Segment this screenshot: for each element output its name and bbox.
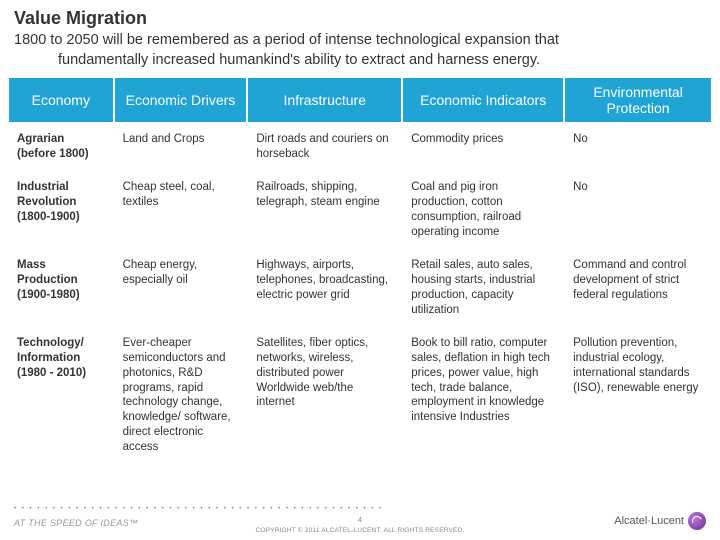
cell: Cheap energy, especially oil <box>114 249 248 327</box>
subtitle-line1: 1800 to 2050 will be remembered as a per… <box>14 32 559 48</box>
cell: Pollution prevention, industrial ecology… <box>564 327 712 465</box>
cell: No <box>564 123 712 171</box>
cell: Land and Crops <box>114 123 248 171</box>
subtitle: 1800 to 2050 will be remembered as a per… <box>0 31 720 76</box>
row-label: Industrial Revolution (1800-1900) <box>8 171 114 249</box>
logo-orb-icon <box>688 512 706 530</box>
cell: Ever-cheaper semiconductors and photonic… <box>114 327 248 465</box>
cell: Book to bill ratio, computer sales, defl… <box>402 327 564 465</box>
table-row: Mass Production (1900-1980) Cheap energy… <box>8 249 712 327</box>
table-header-row: Economy Economic Drivers Infrastructure … <box>8 77 712 123</box>
cell: Coal and pig iron production, cotton con… <box>402 171 564 249</box>
col-header-indicators: Economic Indicators <box>402 77 564 123</box>
logo-text: Alcatel·Lucent <box>614 515 684 527</box>
subtitle-line2: fundamentally increased humankind's abil… <box>14 51 706 71</box>
table-row: Agrarian (before 1800) Land and Crops Di… <box>8 123 712 171</box>
cell: Dirt roads and couriers on horseback <box>247 123 402 171</box>
row-label: Agrarian (before 1800) <box>8 123 114 171</box>
dots-decoration: • • • • • • • • • • • • • • • • • • • • … <box>14 506 383 512</box>
cell: Retail sales, auto sales, housing starts… <box>402 249 564 327</box>
col-header-drivers: Economic Drivers <box>114 77 248 123</box>
col-header-infrastructure: Infrastructure <box>247 77 402 123</box>
col-header-environment: Environmental Protection <box>564 77 712 123</box>
cell: Highways, airports, telephones, broadcas… <box>247 249 402 327</box>
table-row: Technology/ Information (1980 - 2010) Ev… <box>8 327 712 465</box>
cell: Railroads, shipping, telegraph, steam en… <box>247 171 402 249</box>
cell: Commodity prices <box>402 123 564 171</box>
cell: Satellites, fiber optics, networks, wire… <box>247 327 402 465</box>
row-label: Technology/ Information (1980 - 2010) <box>8 327 114 465</box>
footer: • • • • • • • • • • • • • • • • • • • • … <box>0 492 720 540</box>
cell: No <box>564 171 712 249</box>
col-header-economy: Economy <box>8 77 114 123</box>
value-migration-table: Economy Economic Drivers Infrastructure … <box>7 76 713 465</box>
table-row: Industrial Revolution (1800-1900) Cheap … <box>8 171 712 249</box>
cell: Command and control development of stric… <box>564 249 712 327</box>
page-number: 4 <box>0 517 720 524</box>
brand-logo: Alcatel·Lucent <box>614 512 706 530</box>
copyright: COPYRIGHT © 2011 ALCATEL-LUCENT. ALL RIG… <box>0 527 720 534</box>
row-label: Mass Production (1900-1980) <box>8 249 114 327</box>
page-title: Value Migration <box>0 0 720 31</box>
cell: Cheap steel, coal, textiles <box>114 171 248 249</box>
